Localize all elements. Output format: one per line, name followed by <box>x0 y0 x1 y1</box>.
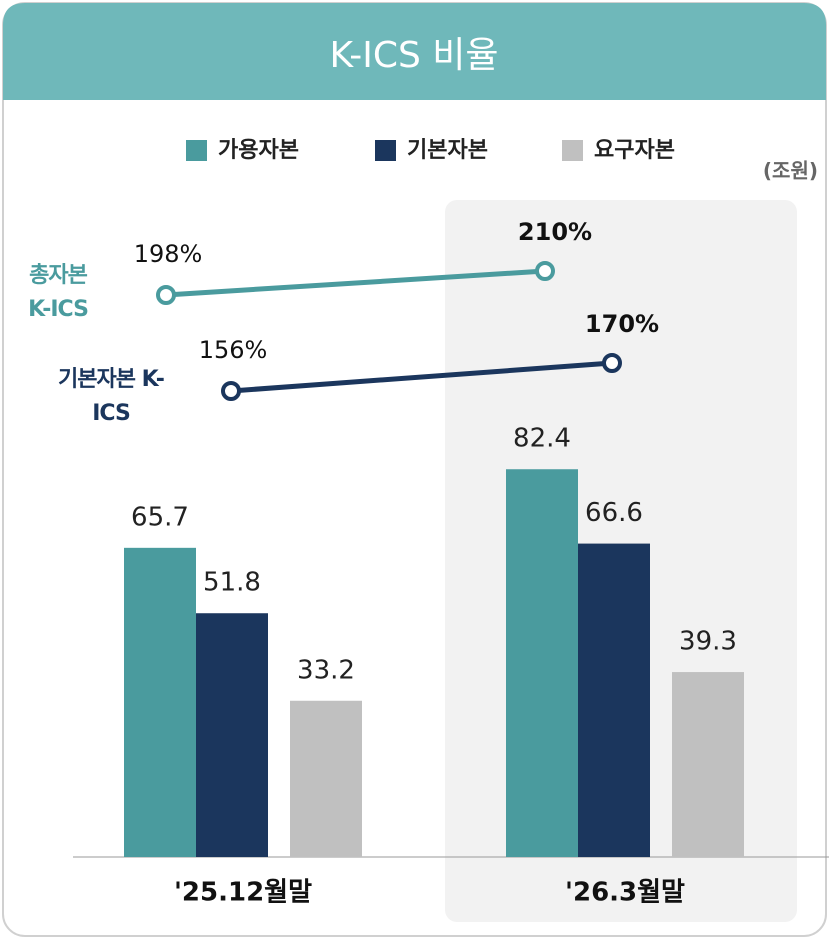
data-label: 66.6 <box>585 498 643 528</box>
data-label: 65.7 <box>131 502 189 532</box>
line-name: 기본자본 K-ICS <box>58 367 165 426</box>
line-label: 198% <box>134 240 203 268</box>
legend-swatch <box>375 140 396 161</box>
line-point <box>602 353 622 373</box>
x-tick-label: '25.12월말 <box>174 878 312 908</box>
line-point <box>156 285 176 305</box>
data-label: 39.3 <box>679 627 737 657</box>
unit-label: (조원) <box>763 159 818 183</box>
x-tick-label: '26.3월말 <box>565 878 685 908</box>
legend-label: 가용자본 <box>218 138 299 163</box>
data-label: 82.4 <box>513 424 571 454</box>
line-point <box>221 381 241 401</box>
bar <box>578 543 650 857</box>
line-name: 총자본 K-ICS <box>28 263 89 322</box>
line-point <box>535 261 555 281</box>
bar <box>290 700 362 857</box>
legend-swatch <box>562 140 583 161</box>
header <box>3 3 826 100</box>
bar <box>124 547 196 857</box>
legend-label: 기본자본 <box>407 138 488 163</box>
data-label: 33.2 <box>297 655 355 685</box>
data-label: 51.8 <box>203 568 261 598</box>
bar <box>196 613 268 857</box>
legend-swatch <box>186 140 207 161</box>
line-label: 170% <box>585 310 659 338</box>
line-label: 210% <box>518 218 592 246</box>
bar <box>672 672 744 857</box>
line-label: 156% <box>199 336 268 364</box>
chart-title: K-ICS 비율 <box>329 35 498 76</box>
line <box>165 268 546 298</box>
bar <box>506 469 578 857</box>
legend-label: 요구자본 <box>594 138 675 163</box>
line <box>230 360 613 394</box>
